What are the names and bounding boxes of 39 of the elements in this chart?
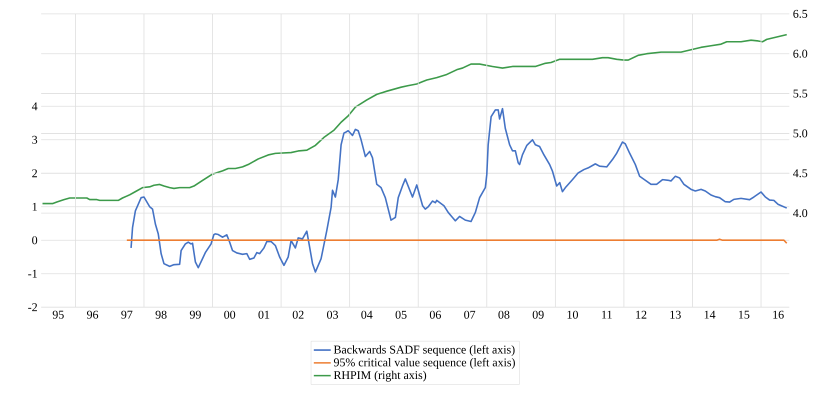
legend-label: 95% critical value sequence (left axis) — [334, 358, 515, 369]
y-tick-label: 1 — [32, 202, 37, 211]
y-tick-label: 2 — [32, 169, 37, 178]
x-tick-label: 07 — [464, 310, 476, 319]
y2-tick-label: 6.5 — [793, 10, 808, 18]
x-tick-label: 03 — [327, 310, 338, 319]
line-series — [130, 108, 788, 273]
y2-tick-label: 5.0 — [794, 129, 808, 138]
x-tick-label: 96 — [86, 310, 98, 319]
x-tick-label: 98 — [156, 310, 167, 319]
y-tick-label: 4 — [32, 102, 38, 110]
x-tick-label: 01 — [258, 310, 270, 319]
y-tick-label: -2 — [28, 303, 37, 311]
y-tick-label: 0 — [32, 236, 38, 244]
x-tick-label: 06 — [430, 310, 441, 319]
x-tick-label: 95 — [52, 310, 64, 319]
x-tick-label: 08 — [498, 310, 510, 319]
y-tick-label: 3 — [32, 136, 38, 144]
x-tick-label: 02 — [292, 310, 304, 319]
x-tick-label: 15 — [738, 310, 750, 319]
x-tick-label: 10 — [568, 310, 578, 319]
y2-tick-label: 5.5 — [794, 89, 808, 98]
x-tick-label: 99 — [190, 310, 201, 319]
x-tick-label: 12 — [636, 310, 646, 318]
x-tick-label: 97 — [121, 310, 132, 319]
y2-tick-label: 4.0 — [793, 208, 808, 218]
x-tick-label: 09 — [532, 310, 544, 319]
x-tick-label: 11 — [602, 310, 612, 318]
x-tick-label: 04 — [361, 310, 373, 319]
x-tick-label: 14 — [704, 310, 716, 318]
y2-tick-label: 4.5 — [793, 169, 808, 178]
x-tick-label: 13 — [670, 310, 681, 319]
y2-tick-label: 6.0 — [793, 50, 808, 58]
x-tick-label: 05 — [396, 310, 407, 319]
x-tick-label: 16 — [773, 310, 784, 319]
legend-label: RHPIM (right axis) — [334, 370, 426, 382]
legend-label: Backwards SADF sequence (left axis) — [334, 344, 515, 356]
x-tick-label: 00 — [224, 310, 236, 319]
y-tick-label: -1 — [28, 270, 37, 278]
